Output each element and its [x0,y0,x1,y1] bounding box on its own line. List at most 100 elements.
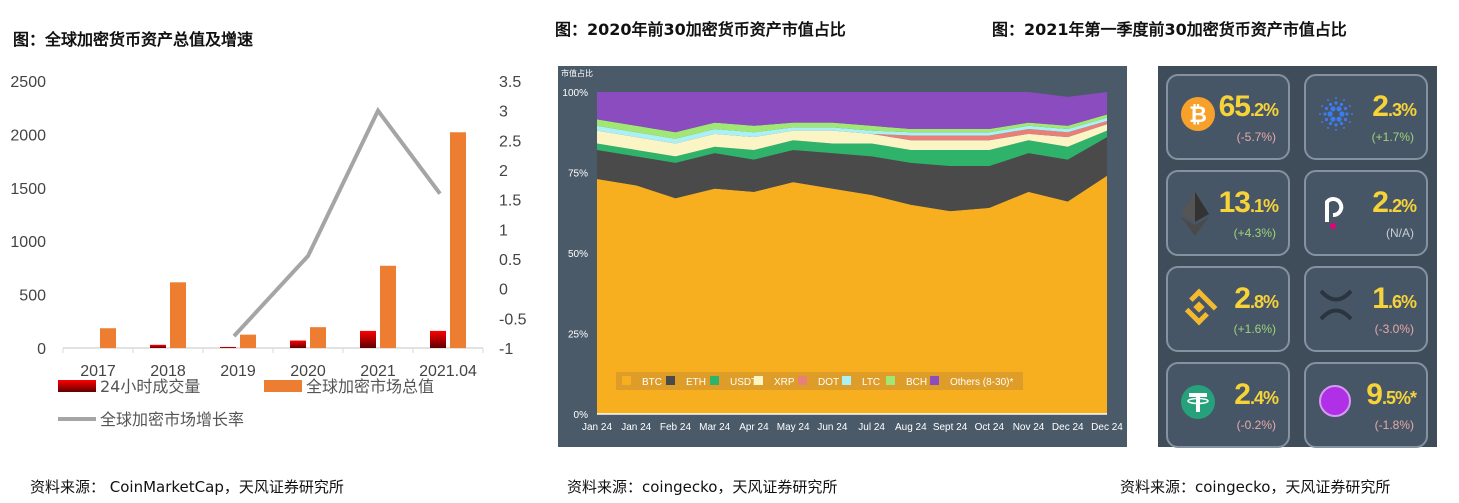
others-icon [1318,384,1358,424]
bar-24h-volume [290,340,306,348]
right-axis-tick: 2 [499,163,508,180]
x-axis-tick: Sept 24 [933,422,968,433]
share-change: (-5.7%) [1236,130,1276,144]
binance-icon [1180,288,1220,328]
legend-swatch-volume [58,380,96,392]
x-axis-tick: Jan 24 [582,422,612,433]
right-source: 资料来源：coingecko，天风证券研究所 [1120,478,1391,496]
x-axis-tick: Jul 24 [858,422,885,433]
share-percent: 13.1% [1218,186,1279,220]
legend-swatch [710,376,719,385]
share-percent: 65.2% [1218,90,1279,124]
right-chart-title: 图：2021年第一季度前30加密货币资产市值占比 [992,20,1347,39]
share-change: (-3.0%) [1374,322,1414,336]
area-others-8-30 [597,92,1107,133]
right-axis-tick: 0 [499,282,508,299]
right-axis-tick: -1 [499,341,513,358]
legend-label: LTC [862,377,880,388]
share-percent: 2.3% [1372,90,1417,124]
legend-swatch [666,376,675,385]
y-axis-tick: 50% [568,249,588,260]
x-axis-tick: 2021.04 [419,363,477,380]
market-share-card: ₿ 65.2% (-5.7%) [1166,74,1290,160]
xrp-icon [1318,288,1358,328]
area-ltc [597,117,1107,144]
bar-24h-volume [430,330,446,348]
ethereum-icon [1180,192,1220,236]
x-axis-tick: 2020 [290,363,326,380]
share-percent-part: .3% [1387,100,1417,120]
share-percent: 2.4% [1234,378,1279,412]
share-percent-part: .1% [1249,196,1279,216]
x-axis-tick: 2017 [80,363,116,380]
right-axis-tick: 3.5 [499,74,521,91]
right-axis-tick: 0.5 [499,252,521,269]
svg-text:₿: ₿ [1189,103,1207,128]
legend-swatch [930,376,939,385]
market-share-card: 1.6% (-3.0%) [1304,266,1428,352]
share-percent-part: 2 [1234,282,1251,315]
bar-market-total [380,265,396,348]
share-percent: 2.2% [1372,186,1417,220]
x-axis-tick: 2018 [150,363,186,380]
legend-swatch [622,376,631,385]
y-axis-tick: 75% [568,169,588,180]
middle-source: 资料来源：coingecko，天风证券研究所 [567,478,838,496]
y-axis-label: 市值占比 [561,68,593,78]
share-change: (+1.7%) [1371,130,1414,144]
bar-market-total [170,282,186,348]
bar-24h-volume [220,346,236,348]
legend-swatch [842,376,851,385]
x-axis-tick: Jun 24 [817,422,847,433]
tether-icon [1180,384,1220,424]
growth-rate-line [232,106,442,338]
right-axis-tick: -0.5 [499,311,527,328]
share-percent-part: 2 [1372,90,1389,123]
left-axis-tick: 1000 [10,234,46,251]
market-value-growth-chart: 0 500 1000 1500 2000 2500 -1 -0.5 0 0.5 1 1.5 2 2.5 3 3… [10,74,527,429]
share-percent-part: .2% [1249,100,1279,120]
right-axis-tick: 3 [499,104,508,121]
x-axis-tick: Apr 24 [739,422,769,433]
market-share-card: 13.1% (+4.3%) [1166,170,1290,256]
y-axis-tick: 0% [574,410,589,421]
area-xrp [597,124,1107,157]
legend-label: XRP [774,377,795,388]
legend-swatch [886,376,895,385]
market-share-area-chart: 市值占比 0% 25% 50% 75% 100% Jan 24 Jan 24 Feb 24 Mar… [558,66,1127,447]
area-chart-svg: 市值占比 0% 25% 50% 75% 100% Jan 24 Jan 24 Feb 24 Mar… [561,68,1123,433]
market-share-cards: ₿ 65.2% (-5.7%) 2.3% (+1.7%) 13.1% (+4.3… [1158,66,1437,448]
legend-swatch [754,376,763,385]
share-percent-part: 9 [1366,378,1383,411]
left-chart-title: 图：全球加密货币资产总值及增速 [13,30,254,49]
bitcoin-icon: ₿ [1180,96,1220,136]
market-share-card: 2.3% (+1.7%) [1304,74,1428,160]
bar-24h-volume [150,344,166,348]
share-percent-part: .6% [1387,292,1417,312]
x-axis-tick: Nov 24 [1013,422,1045,433]
left-axis-tick: 500 [19,288,46,305]
x-axis-tick: 2019 [220,363,256,380]
share-percent-part: 13 [1218,186,1251,219]
share-percent-part: 65 [1218,90,1251,123]
bar-market-total [240,334,256,348]
area-btc [597,175,1107,414]
cardano-icon [1318,96,1358,136]
legend-label: DOT [818,377,839,388]
share-change: (+1.6%) [1233,322,1276,336]
market-share-card: 2.2% (N/A) [1304,170,1428,256]
share-percent-part: .8% [1249,292,1279,312]
share-percent: 9.5%* [1366,378,1417,412]
share-percent-part: .2% [1387,196,1417,216]
x-axis-tick: 2021 [360,363,396,380]
right-axis-tick: 1 [499,222,508,239]
share-percent-part: .4% [1249,388,1279,408]
bar-24h-volume [360,330,376,348]
bar-market-total [100,328,116,348]
right-axis-tick: 2.5 [499,133,521,150]
x-axis-tick: Oct 24 [975,422,1005,433]
left-axis-tick: 2500 [10,74,46,91]
area-bch [597,114,1107,139]
left-axis-tick: 1500 [10,181,46,198]
bar-market-total [450,132,466,348]
